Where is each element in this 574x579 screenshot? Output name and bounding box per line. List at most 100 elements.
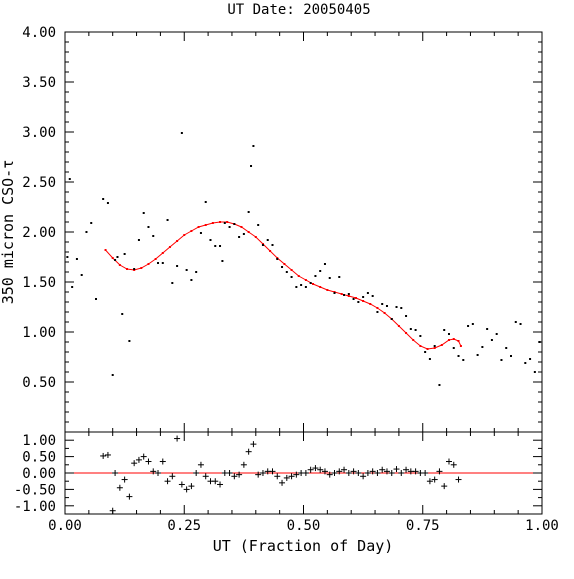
data-point (500, 359, 503, 361)
data-point (300, 284, 303, 286)
residual-marker (140, 453, 147, 460)
residual-marker (212, 478, 219, 485)
data-point (250, 165, 253, 167)
residual-marker (236, 471, 243, 478)
fit-point (376, 307, 379, 309)
data-point (199, 232, 202, 234)
x-tick-label: 0.00 (48, 518, 82, 534)
residual-marker (245, 448, 252, 455)
data-point (281, 266, 284, 268)
data-point (111, 374, 114, 376)
data-point (304, 286, 307, 288)
residual-marker (326, 471, 333, 478)
data-point (343, 294, 346, 296)
residual-marker (350, 468, 357, 475)
data-point (447, 333, 450, 335)
data-point (121, 313, 124, 315)
data-point (371, 295, 374, 297)
data-point (161, 262, 164, 264)
fit-point (176, 240, 179, 242)
data-point (252, 145, 255, 147)
residual-axis-ticks (64, 431, 543, 515)
fit-point (433, 347, 436, 349)
data-point (68, 178, 71, 180)
data-point (137, 239, 140, 241)
data-point (381, 303, 384, 305)
data-point (328, 277, 331, 279)
residual-marker (364, 470, 371, 476)
data-point (505, 347, 508, 349)
data-point (476, 354, 479, 356)
data-point (529, 358, 532, 360)
data-point (467, 325, 470, 327)
data-point (228, 226, 231, 228)
data-point (400, 307, 403, 309)
fit-point (452, 338, 455, 340)
residual-marker (288, 473, 295, 480)
residual-marker (126, 493, 133, 500)
residual-marker (455, 476, 462, 483)
fit-point (126, 268, 129, 270)
residual-marker (436, 468, 443, 475)
data-point (221, 260, 224, 262)
fit-point (147, 263, 150, 265)
data-point (233, 223, 236, 225)
data-point (85, 231, 88, 233)
residual-marker (398, 470, 405, 476)
chart-title: UT Date: 20050405 (227, 2, 370, 18)
residual-marker (226, 470, 233, 476)
fit-point (219, 221, 222, 223)
data-point (209, 239, 212, 241)
residual-y-tick-label: 0.00 (22, 466, 56, 482)
data-point (419, 335, 422, 337)
data-point (519, 323, 522, 325)
residual-marker (240, 461, 247, 468)
residual-marker (178, 481, 185, 488)
x-tick-labels: 0.00 0.25 0.50 0.75 1.00 (48, 518, 559, 534)
data-points (66, 132, 541, 386)
data-point (481, 346, 484, 348)
data-point (261, 244, 264, 246)
y-tick-label: 1.00 (22, 325, 56, 341)
data-point (271, 244, 274, 246)
fit-point (247, 231, 250, 233)
fit-point (447, 339, 450, 341)
fit-point (354, 297, 357, 299)
fit-point (383, 312, 386, 314)
data-point (347, 293, 350, 295)
residual-marker (341, 466, 348, 473)
data-point (95, 298, 98, 300)
data-point (190, 279, 193, 281)
data-point (490, 339, 493, 341)
data-point (395, 306, 398, 308)
data-point (106, 202, 109, 204)
residual-y-tick-labels: -1.00-0.500.000.501.00 (14, 433, 56, 515)
fit-point (104, 249, 107, 251)
fit-point (426, 348, 429, 350)
fit-point (369, 303, 372, 305)
residual-marker (259, 470, 266, 476)
data-point (171, 282, 174, 284)
fit-point (269, 250, 272, 252)
x-tick-label: 1.00 (525, 518, 559, 534)
data-point (157, 262, 160, 264)
data-point (376, 311, 379, 313)
fit-point (254, 236, 257, 238)
residual-marker (183, 486, 190, 493)
residual-marker (312, 465, 319, 472)
residual-y-tick-label: 0.50 (22, 450, 56, 466)
residual-marker (274, 473, 281, 480)
residual-marker (159, 458, 166, 465)
residual-marker (109, 507, 116, 514)
residual-marker (100, 452, 107, 459)
residual-marker (231, 473, 238, 480)
residual-marker (317, 466, 324, 473)
data-point (166, 219, 169, 221)
residual-y-tick-label: 1.00 (22, 433, 56, 449)
data-point (133, 268, 136, 270)
residual-marker (450, 461, 457, 468)
residual-marker (197, 461, 204, 468)
data-point (128, 340, 131, 342)
x-tick-label: 0.75 (406, 518, 440, 534)
residual-marker (379, 466, 386, 473)
